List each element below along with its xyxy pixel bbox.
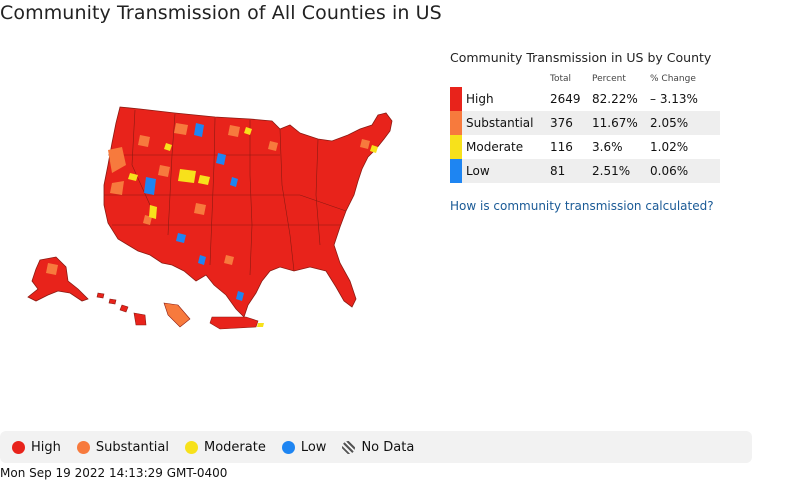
row-percent: 2.51%: [592, 164, 631, 178]
header-total: Total: [550, 74, 572, 84]
legend-nodata[interactable]: No Data: [342, 440, 414, 455]
summary-row-moderate: Moderate 116 3.6% 1.02%: [450, 135, 720, 159]
legend-low-label: Low: [300, 439, 327, 455]
hatch-pattern-icon: [342, 440, 356, 454]
substantial-counties: [108, 123, 370, 265]
row-level: Moderate: [466, 140, 524, 154]
map-legend: High Substantial Moderate Low No Data: [0, 431, 752, 463]
summary-row-high: High 2649 82.22% – 3.13%: [450, 87, 720, 111]
alaska-substantial: [46, 263, 58, 275]
us-county-map[interactable]: [0, 95, 440, 345]
legend-moderate-label: Moderate: [204, 439, 266, 455]
legend-substantial-label: Substantial: [95, 439, 169, 455]
substantial-dot-icon: [76, 440, 90, 454]
puerto-rico-moderate: [257, 323, 264, 327]
row-total: 376: [550, 116, 573, 130]
row-change: – 3.13%: [650, 92, 698, 106]
low-swatch: [450, 159, 462, 183]
row-total: 116: [550, 140, 573, 154]
summary-row-substantial: Substantial 376 11.67% 2.05%: [450, 111, 720, 135]
row-change: 2.05%: [650, 116, 689, 130]
legend-moderate[interactable]: Moderate: [185, 440, 266, 455]
row-percent: 11.67%: [592, 116, 638, 130]
transmission-summary-panel: Community Transmission in US by County T…: [450, 50, 720, 213]
summary-title: Community Transmission in US by County: [450, 50, 712, 65]
moderate-counties: [128, 127, 378, 219]
header-change: % Change: [650, 74, 696, 84]
guam-shape[interactable]: [163, 302, 191, 328]
row-level: Low: [466, 164, 490, 178]
substantial-swatch: [450, 111, 462, 135]
puerto-rico-shape[interactable]: [209, 316, 259, 330]
alaska-shape[interactable]: [27, 256, 89, 302]
row-percent: 3.6%: [592, 140, 623, 154]
row-change: 0.06%: [650, 164, 689, 178]
high-dot-icon: [12, 440, 25, 454]
row-level: High: [466, 92, 494, 106]
hawaii-shape[interactable]: [96, 292, 147, 326]
legend-high[interactable]: High: [12, 440, 61, 455]
summary-row-low: Low 81 2.51% 0.06%: [450, 159, 720, 183]
legend-high-label: High: [31, 439, 61, 455]
row-total: 2649: [550, 92, 581, 106]
moderate-swatch: [450, 135, 462, 159]
map-svg[interactable]: [0, 95, 440, 345]
calculation-info-link[interactable]: How is community transmission calculated…: [450, 199, 714, 213]
row-change: 1.02%: [650, 140, 689, 154]
header-percent: Percent: [592, 74, 626, 84]
row-percent: 82.22%: [592, 92, 638, 106]
legend-substantial[interactable]: Substantial: [76, 439, 169, 455]
update-timestamp: Mon Sep 19 2022 14:13:29 GMT-0400: [0, 466, 228, 480]
row-level: Substantial: [466, 116, 534, 130]
low-dot-icon: [281, 440, 295, 454]
legend-nodata-label: No Data: [361, 439, 415, 455]
low-counties: [144, 123, 244, 301]
legend-low[interactable]: Low: [281, 439, 327, 455]
contiguous-us-shape[interactable]: [103, 106, 393, 318]
row-total: 81: [550, 164, 566, 178]
moderate-dot-icon: [185, 440, 198, 454]
page-title: Community Transmission of All Counties i…: [0, 2, 442, 24]
summary-header-row: Total Percent % Change: [450, 71, 720, 87]
high-swatch: [450, 87, 462, 111]
